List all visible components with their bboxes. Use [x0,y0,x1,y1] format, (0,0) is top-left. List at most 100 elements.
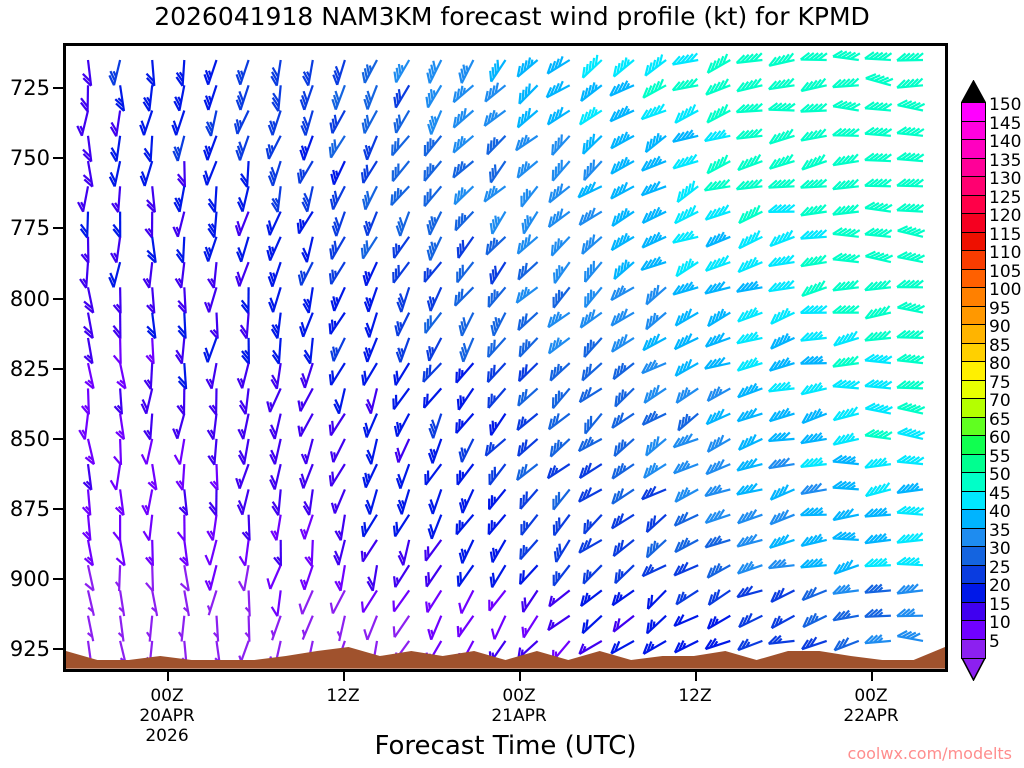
wind-barb [864,482,892,498]
wind-barb [424,311,443,334]
wind-barb [235,261,250,287]
wind-barb [736,482,763,496]
wind-barb [146,186,156,213]
colorbar-tick-label: 60 [989,428,1011,448]
y-tick-mark [53,437,63,440]
wind-barb [672,433,699,449]
wind-barb [612,362,635,381]
wind-barb [424,463,443,486]
wind-barb [703,129,731,143]
colorbar-tick-label: 95 [989,298,1011,319]
wind-barb [735,280,763,293]
wind-barb [142,85,154,112]
wind-barb [706,154,731,175]
wind-barb [643,462,667,479]
wind-barb [270,514,282,541]
x-tick-label: 00Z 22APR [843,686,898,726]
wind-barb [704,508,731,524]
wind-barb [769,229,795,248]
wind-barb [642,639,667,655]
wind-barb [675,258,699,278]
wind-barb [517,311,539,332]
wind-barb [610,639,635,655]
wind-barb [330,438,346,463]
wind-barb [108,160,122,187]
colorbar-swatch [961,583,986,603]
wind-barb [109,110,122,137]
wind-barb [801,154,828,171]
wind-barb [673,333,699,351]
wind-barb [613,438,635,458]
wind-barb [767,558,795,570]
wind-barb [139,160,154,187]
wind-barb [483,185,507,203]
wind-barb [208,489,218,517]
wind-barb [577,181,603,199]
wind-barb [360,589,378,613]
x-tick-label: 12Z [678,686,711,706]
wind-barb [237,438,250,466]
wind-barb [362,413,379,438]
colorbar-tick-label: 90 [989,317,1011,337]
wind-barb [800,254,827,268]
wind-barb [269,413,282,440]
colorbar-swatch [961,527,986,548]
wind-barb [78,413,90,440]
wind-barb [737,382,763,399]
wind-barb [174,337,186,365]
wind-barb [267,110,282,136]
wind-barb [518,337,539,358]
y-tick-label: 900 [9,567,50,592]
wind-barb [488,463,507,486]
wind-barb [423,135,443,157]
wind-barb [833,330,860,347]
wind-barb [735,178,763,191]
wind-barb [177,615,186,642]
wind-barb [456,615,475,638]
wind-barb [83,337,94,365]
colorbar-cap-bottom-icon [960,657,987,682]
wind-barb [897,225,926,238]
y-tick-mark [53,297,63,300]
wind-barb [266,236,282,262]
wind-barb [768,407,795,423]
wind-barb [112,287,122,315]
wind-barb [207,186,218,213]
wind-barb [336,615,346,642]
x-tick-mark [343,672,345,681]
wind-barb [896,77,924,89]
wind-barb [546,56,571,75]
wind-barb [706,103,731,124]
wind-barb [299,564,314,591]
colorbar-swatch [961,601,986,622]
wind-barb [832,480,859,491]
wind-barb [265,135,282,160]
wind-barb [551,159,571,182]
wind-barb [271,85,282,112]
wind-barb [832,508,860,522]
wind-barb [455,412,475,434]
wind-barb [361,514,378,538]
wind-barb [146,312,157,340]
wind-barb [641,410,667,426]
colorbar-tick-label: 80 [989,354,1011,374]
wind-barb [673,614,699,628]
wind-barb [768,128,795,145]
x-tick-label: 00Z 20APR 2026 [139,686,194,746]
colorbar-tick-label: 5 [989,631,1000,652]
colorbar-swatch [961,268,986,289]
wind-barb [267,160,282,187]
watermark-link[interactable]: coolwx.com/modelts [847,744,1012,763]
wind-barb [518,83,539,105]
colorbar-swatch [961,546,986,566]
wind-barb [328,135,346,159]
wind-barb [552,514,571,537]
terrain-fill [66,647,945,669]
wind-barb [552,286,571,309]
colorbar-tick-label: 100 [989,280,1022,300]
wind-barb [896,301,926,314]
wind-barb [206,590,218,616]
wind-barb [768,153,795,170]
wind-barb [270,590,282,617]
wind-barb [672,460,699,475]
